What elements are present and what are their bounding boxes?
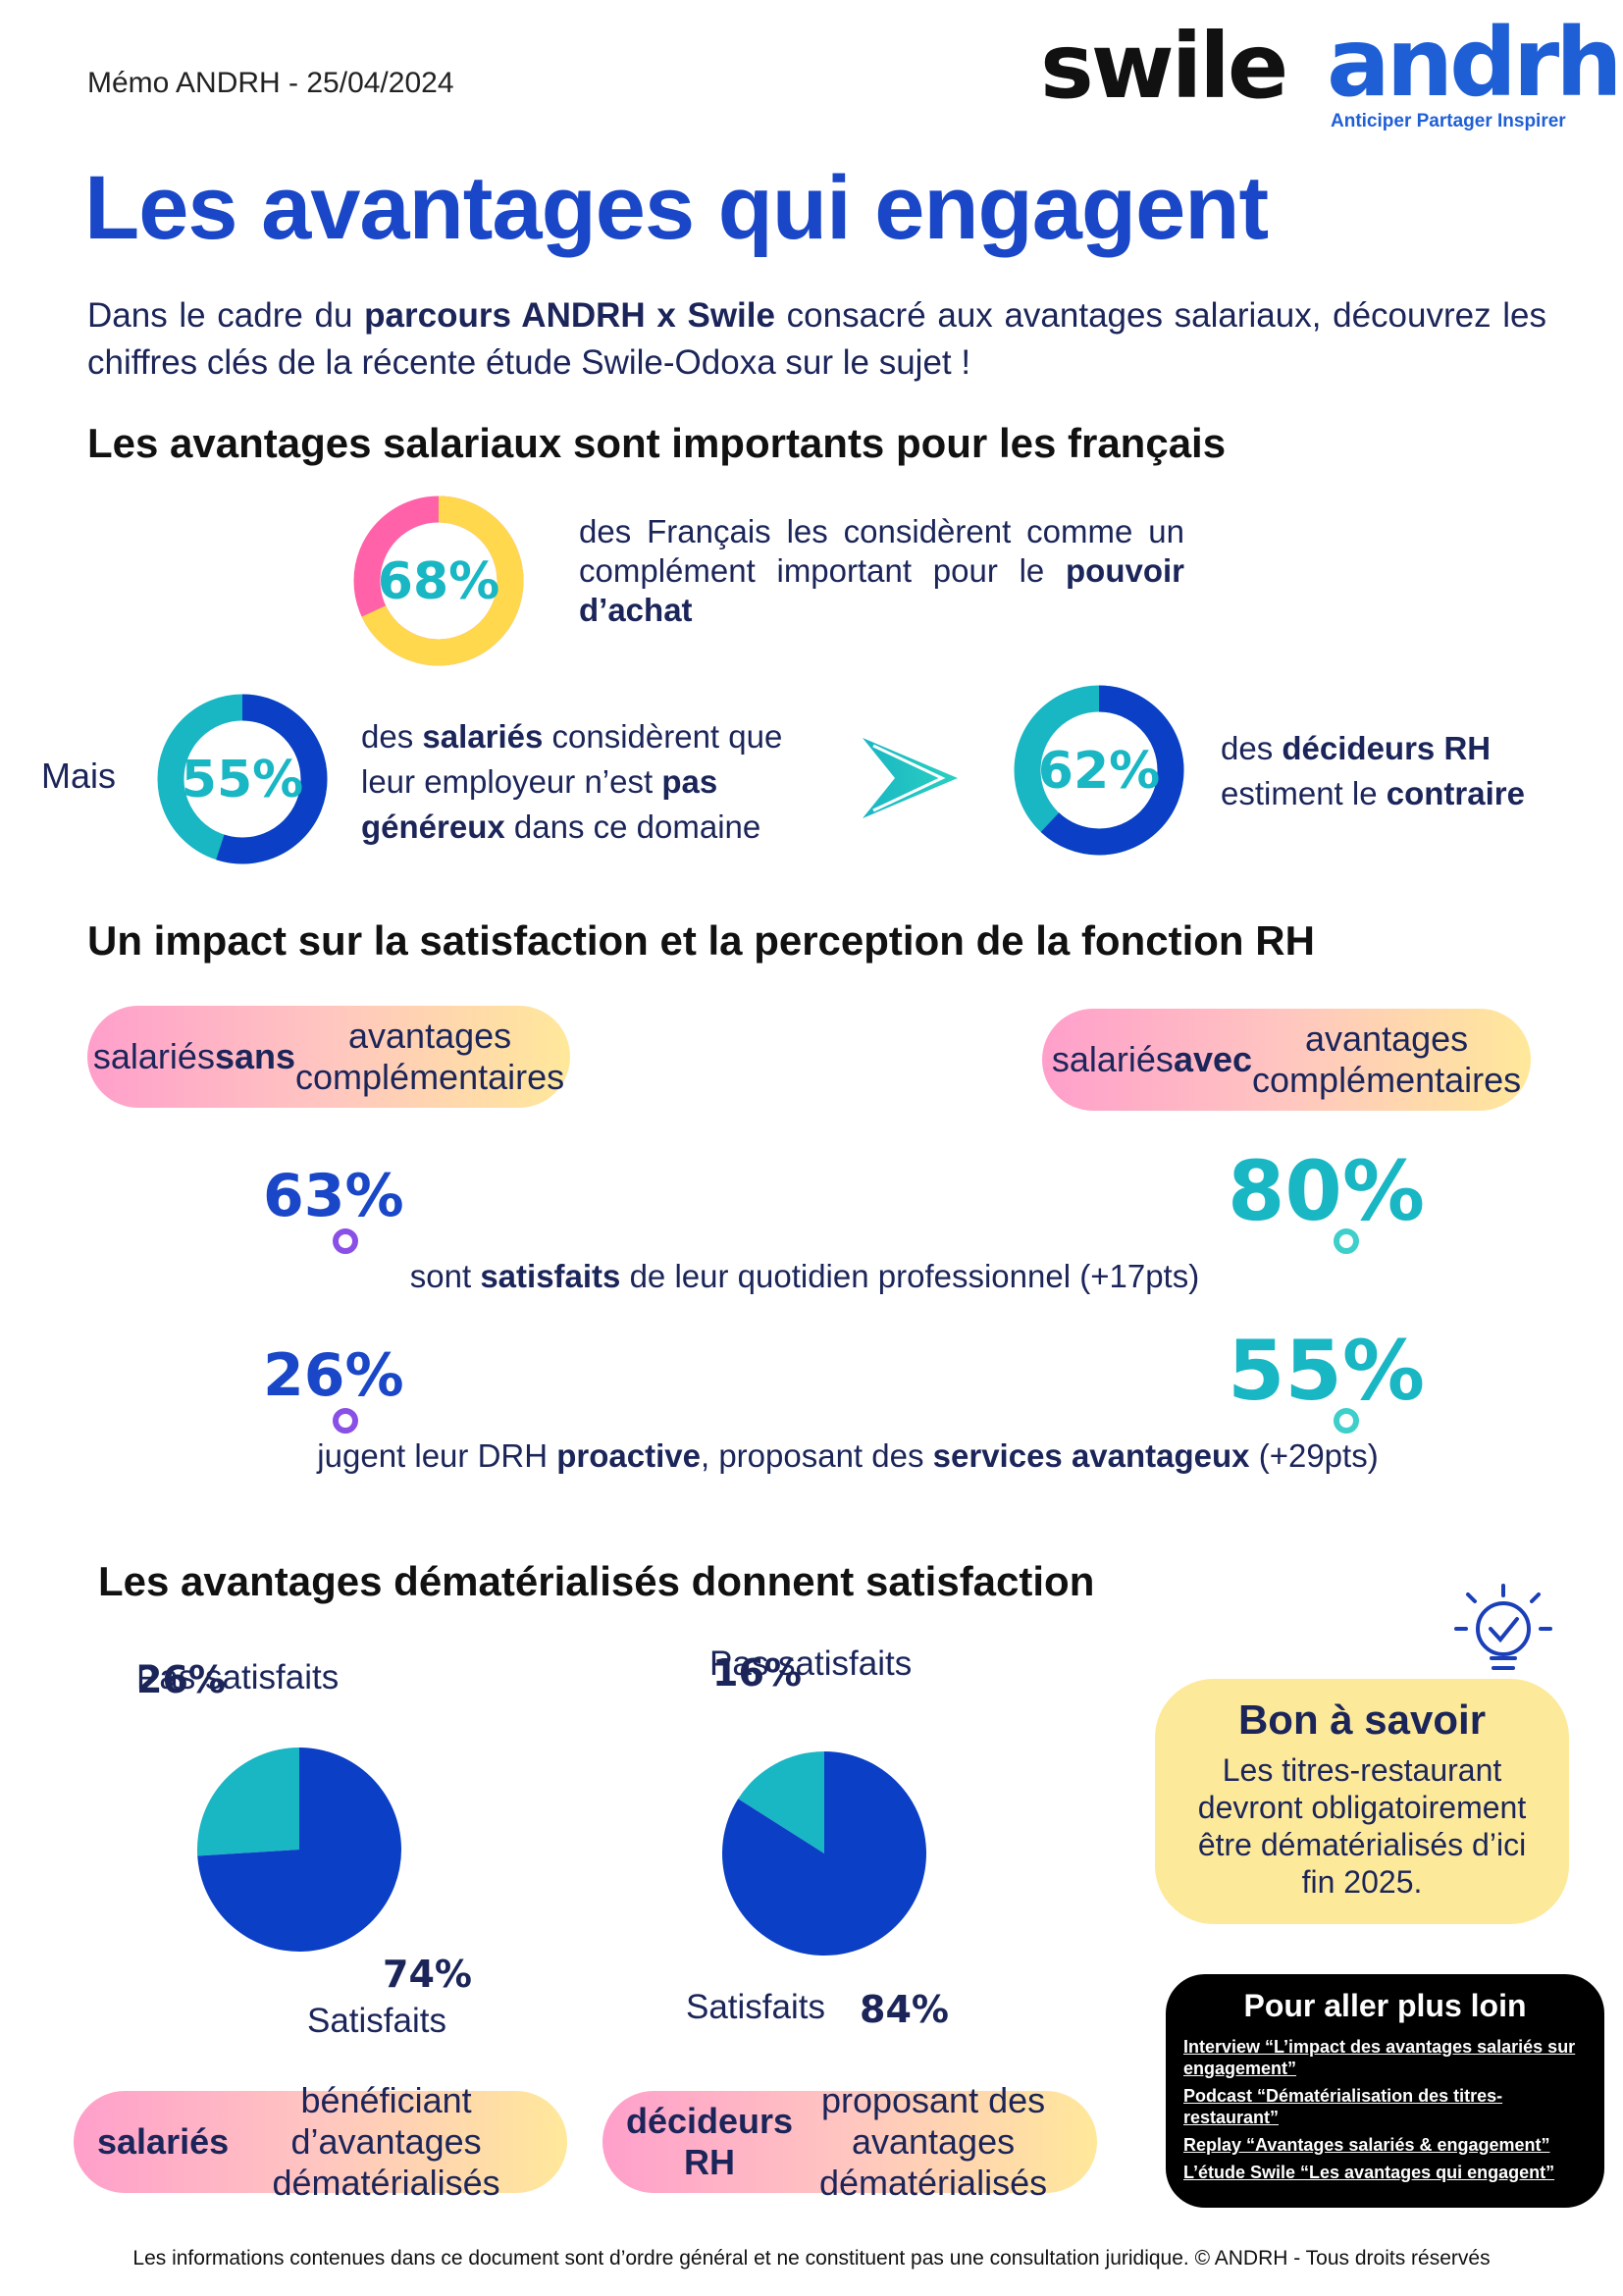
pie-slice — [197, 1748, 401, 1952]
bulb-icon — [1454, 1584, 1552, 1670]
text-run: avantages complémentaires — [295, 1016, 565, 1097]
to-value: 55% — [1228, 1323, 1425, 1419]
logo-swile: swile — [1040, 14, 1288, 119]
text-run: salariés — [92, 1036, 215, 1076]
link[interactable]: Interview “L’impact des avantages salari… — [1183, 2037, 1576, 2078]
tip-box: Bon à savoir Les titres-restaurant devron… — [1155, 1679, 1569, 1924]
section-heading: Les avantages dématérialisés donnent sat… — [98, 1558, 1095, 1604]
text-run: considèrent que leur employeur n’est — [361, 718, 783, 800]
text-run: bénéficiant d’avantages dématérialisés — [272, 2080, 500, 2203]
text-run: Dans le cadre du — [87, 296, 365, 335]
text-run: proposant des avantages dématérialisés — [818, 2080, 1048, 2203]
donut-arc — [353, 496, 524, 666]
links-title: Pour aller plus loin — [1243, 1988, 1527, 2023]
text-run: pouvoir d’achat — [579, 552, 1184, 628]
to-value: 80% — [1228, 1143, 1425, 1239]
text-run: contraire — [1386, 775, 1525, 811]
text-run: parcours ANDRH x Swile — [364, 296, 775, 335]
text-run: sans — [214, 1036, 296, 1076]
text-run: dans ce domaine — [504, 809, 761, 845]
stat-text: des salariés considèrent que leur employ… — [361, 714, 822, 850]
donut-arc — [1014, 685, 1184, 856]
donut-arc — [157, 694, 328, 864]
text-run: salariés — [97, 2121, 230, 2162]
text-run: salariés — [422, 718, 544, 755]
text-run: sont — [409, 1258, 481, 1294]
link[interactable]: Replay “Avantages salariés & engagement” — [1183, 2135, 1550, 2155]
tip-text: Les titres-restaurant devront obligatoir… — [1197, 1752, 1527, 1900]
section-heading: Un impact sur la satisfaction et la perc… — [87, 917, 1315, 964]
text-run: (+29pts) — [1249, 1437, 1379, 1474]
pie-slice — [196, 1748, 299, 1856]
row-caption: sont satisfaits de leur quotidien profes… — [196, 1258, 1413, 1295]
tip-title: Bon à savoir — [1237, 1696, 1487, 1743]
pie-value: 84% — [860, 1988, 949, 2031]
pie-name: Pas satisfaits — [709, 1644, 913, 1683]
link[interactable]: Podcast “Dématérialisation des titres-re… — [1183, 2086, 1503, 2127]
pie-caption: décideurs RH proposant des avantages dém… — [602, 2080, 1097, 2203]
stat-text: des Français les considèrent comme un co… — [579, 512, 1184, 630]
pie-value: 74% — [383, 1953, 472, 1996]
text-run: jugent leur DRH — [317, 1437, 557, 1474]
text-run: des Français les considèrent comme un co… — [579, 513, 1184, 589]
donut-label: 62% — [1038, 742, 1160, 801]
end-dot — [1334, 1228, 1359, 1254]
text-run: services avantageux — [932, 1437, 1250, 1474]
pie-name: Satisfaits — [686, 1988, 825, 2026]
text-run: avantages complémentaires — [1252, 1018, 1522, 1100]
from-value: 26% — [263, 1341, 404, 1410]
start-dot — [333, 1228, 358, 1254]
pie-name: Pas satisfaits — [136, 1658, 340, 1696]
pie-caption: salariés bénéficiant d’avantages dématér… — [74, 2080, 567, 2203]
arrow-highlight — [872, 744, 946, 812]
start-dot — [333, 1408, 358, 1434]
footer: Les informations contenues dans ce docum… — [132, 2247, 1491, 2270]
pill-right: salariés avec avantages complémentaires — [1042, 1009, 1531, 1111]
text-run: décideurs RH — [626, 2101, 794, 2182]
donut-label: 68% — [378, 552, 499, 611]
pie-name: Satisfaits — [307, 2002, 446, 2040]
stat-text: des décideurs RH estiment le contraire — [1221, 726, 1574, 816]
text-run: , proposant des — [700, 1437, 933, 1474]
text-run: des — [361, 718, 423, 755]
from-value: 63% — [263, 1162, 404, 1230]
text-run: salariés — [1051, 1039, 1174, 1079]
pie-value: 16% — [712, 1651, 802, 1695]
row-caption: jugent leur DRH proactive, proposant des… — [239, 1437, 1456, 1475]
section-heading: Les avantages salariaux sont importants … — [87, 420, 1227, 466]
text-run: des — [1221, 730, 1283, 766]
link[interactable]: L’étude Swile “Les avantages qui engagen… — [1183, 2163, 1555, 2182]
title: Les avantages qui engagent — [84, 158, 1269, 258]
text-run: satisfaits — [480, 1258, 621, 1294]
memo: Mémo ANDRH - 25/04/2024 — [87, 67, 454, 99]
text-run: estiment le — [1221, 775, 1387, 811]
text-run: pas généreux — [361, 763, 718, 845]
pie-value: 26% — [136, 1658, 226, 1701]
pie-slice — [738, 1751, 824, 1853]
end-dot — [1334, 1408, 1359, 1434]
text-run: proactive — [556, 1437, 701, 1474]
stat-prefix: Mais — [41, 756, 117, 796]
text-run: avec — [1173, 1039, 1253, 1079]
text-run: de leur quotidien professionnel (+17pts) — [620, 1258, 1200, 1294]
text-run: décideurs RH — [1282, 730, 1492, 766]
arrow — [863, 738, 958, 818]
tagline: Anticiper Partager Inspirer — [1331, 111, 1566, 131]
links-box: Pour aller plus loin Interview “L’impact … — [1166, 1974, 1604, 2208]
logo-andrh: andrh — [1327, 8, 1623, 118]
donut-label: 55% — [182, 751, 303, 809]
text-run: consacré aux avantages salariaux, découv… — [87, 296, 1547, 382]
intro: Dans le cadre du parcours ANDRH x Swile … — [87, 292, 1546, 387]
pie-slice — [722, 1751, 927, 1957]
pill-left: salariés sans avantages complémentaires — [87, 1006, 570, 1108]
